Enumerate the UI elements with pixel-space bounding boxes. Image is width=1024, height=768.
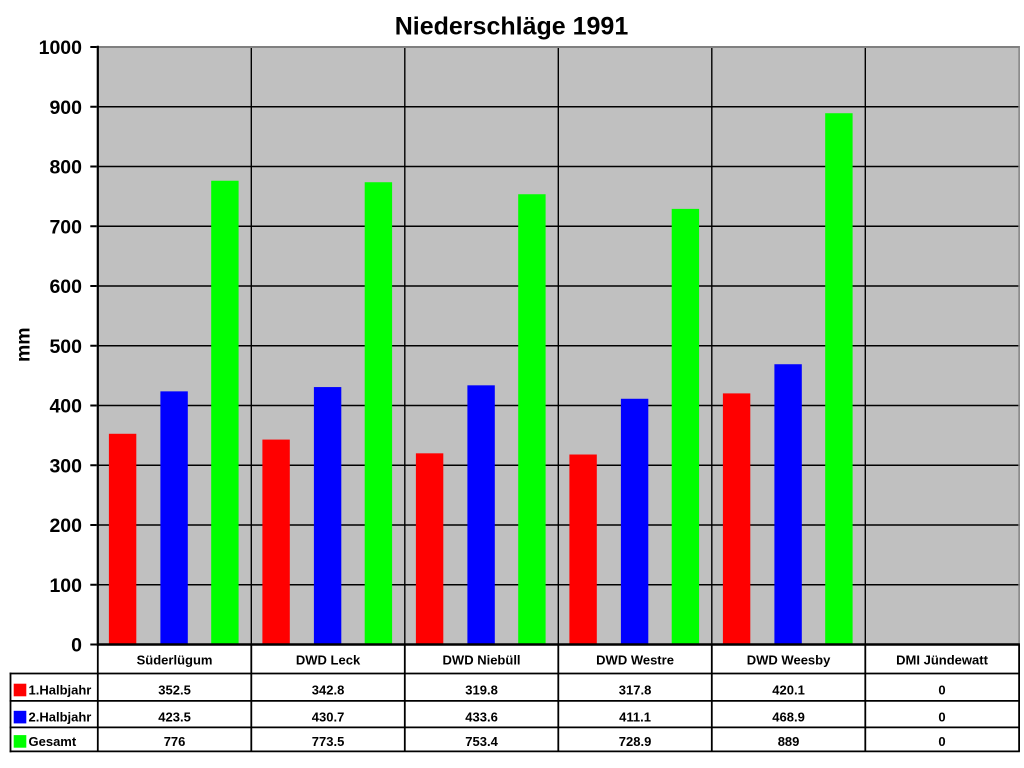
- svg-text:0: 0: [71, 635, 82, 657]
- svg-text:DMI Jündewatt: DMI Jündewatt: [896, 652, 988, 667]
- svg-text:800: 800: [49, 157, 82, 179]
- svg-text:317.8: 317.8: [619, 683, 652, 698]
- svg-text:DWD Westre: DWD Westre: [596, 652, 674, 667]
- svg-text:423.5: 423.5: [158, 710, 191, 725]
- svg-text:0: 0: [938, 683, 945, 698]
- svg-text:Niederschläge 1991: Niederschläge 1991: [395, 13, 629, 41]
- svg-text:500: 500: [49, 336, 82, 358]
- svg-text:433.6: 433.6: [465, 710, 498, 725]
- svg-text:mm: mm: [12, 327, 34, 362]
- svg-text:411.1: 411.1: [619, 710, 651, 725]
- svg-text:420.1: 420.1: [772, 683, 805, 698]
- svg-text:0: 0: [938, 734, 945, 749]
- svg-text:0: 0: [938, 710, 945, 725]
- svg-text:Süderlügum: Süderlügum: [137, 652, 213, 667]
- svg-text:776: 776: [164, 734, 186, 749]
- svg-text:DWD Leck: DWD Leck: [296, 652, 361, 667]
- svg-text:352.5: 352.5: [158, 683, 191, 698]
- svg-text:430.7: 430.7: [312, 710, 345, 725]
- svg-text:700: 700: [49, 216, 82, 238]
- svg-text:889: 889: [778, 734, 800, 749]
- svg-text:319.8: 319.8: [465, 683, 498, 698]
- svg-text:728.9: 728.9: [619, 734, 652, 749]
- svg-text:468.9: 468.9: [772, 710, 805, 725]
- svg-text:600: 600: [49, 276, 82, 298]
- svg-text:900: 900: [49, 97, 82, 119]
- svg-text:2.Halbjahr: 2.Halbjahr: [29, 710, 92, 725]
- svg-text:1000: 1000: [39, 37, 83, 59]
- svg-text:773.5: 773.5: [312, 734, 345, 749]
- svg-text:400: 400: [49, 396, 82, 418]
- svg-text:Gesamt: Gesamt: [29, 734, 77, 749]
- svg-text:753.4: 753.4: [465, 734, 498, 749]
- svg-text:DWD Weesby: DWD Weesby: [747, 652, 831, 667]
- svg-text:200: 200: [49, 515, 82, 537]
- svg-text:100: 100: [49, 575, 82, 597]
- svg-text:DWD Niebüll: DWD Niebüll: [443, 652, 521, 667]
- svg-text:342.8: 342.8: [312, 683, 345, 698]
- svg-text:300: 300: [49, 455, 82, 477]
- svg-text:1.Halbjahr: 1.Halbjahr: [29, 683, 92, 698]
